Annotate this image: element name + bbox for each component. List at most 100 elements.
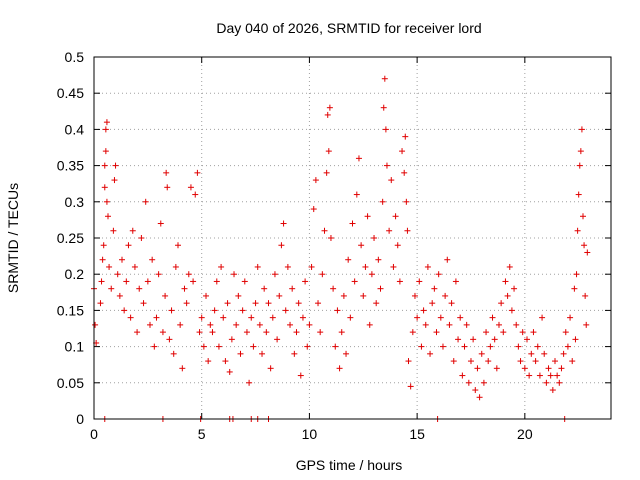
data-point [103, 119, 110, 126]
data-point [562, 329, 569, 336]
data-point [308, 263, 315, 270]
data-point [224, 300, 231, 307]
data-point [280, 220, 287, 227]
data-point [396, 278, 403, 285]
data-point [569, 358, 576, 365]
data-point [429, 300, 436, 307]
data-point [291, 350, 298, 357]
data-point [127, 314, 134, 321]
data-point [259, 350, 266, 357]
data-point [526, 372, 533, 379]
data-point [382, 126, 389, 133]
data-point [576, 162, 583, 169]
data-point [371, 235, 378, 241]
data-point [131, 263, 138, 270]
x-tick-label: 10 [302, 426, 318, 442]
data-point [564, 343, 571, 350]
data-point [235, 292, 242, 299]
data-point [364, 213, 371, 220]
data-point [100, 242, 107, 249]
data-point [138, 235, 145, 241]
data-point [228, 336, 235, 343]
data-point [390, 263, 397, 270]
data-point [574, 227, 581, 234]
data-point [343, 350, 350, 357]
data-point [103, 198, 110, 205]
data-point [485, 358, 492, 365]
data-point [237, 350, 244, 357]
data-point [498, 300, 505, 307]
data-point [98, 278, 105, 285]
data-point [347, 314, 354, 321]
data-point [366, 321, 373, 328]
data-point [162, 292, 169, 299]
data-point [493, 365, 500, 372]
data-point [166, 336, 173, 343]
y-tick-label: 0.1 [65, 339, 85, 355]
data-point [319, 271, 326, 278]
data-point [472, 387, 479, 394]
data-point [582, 292, 589, 299]
data-point [254, 263, 261, 270]
data-point [218, 263, 225, 270]
data-point [177, 321, 184, 328]
data-point [416, 278, 423, 285]
data-point [332, 343, 339, 350]
data-point [452, 278, 459, 285]
data-point [491, 336, 498, 343]
data-point [284, 263, 291, 270]
data-point [92, 321, 99, 328]
plot-frame [93, 56, 612, 420]
axis-ticks: 0 5 10 15 20 0 0.05 0.1 0.15 0.2 0.25 0.3 0.35 0.4 0.4… [57, 49, 611, 442]
data-point [556, 379, 563, 386]
data-point [317, 329, 324, 336]
data-point [442, 292, 449, 299]
data-point [545, 365, 552, 372]
data-point [299, 314, 306, 321]
data-point [147, 321, 154, 328]
data-point [321, 227, 328, 234]
data-point [427, 350, 434, 357]
data-point [543, 379, 550, 386]
data-point [157, 220, 164, 227]
data-point [155, 271, 162, 278]
data-point [541, 350, 548, 357]
x-tick-label: 5 [198, 426, 206, 442]
data-point [572, 336, 579, 343]
data-point [455, 336, 462, 343]
data-point [153, 314, 160, 321]
data-point [243, 329, 250, 336]
data-point [463, 321, 470, 328]
data-point [402, 133, 409, 140]
data-point [121, 307, 128, 314]
data-point [534, 343, 541, 350]
data-point [269, 314, 276, 321]
data-point [261, 285, 268, 292]
data-point [380, 104, 387, 111]
data-point [519, 329, 526, 336]
data-point [577, 148, 584, 155]
data-point [515, 343, 522, 350]
data-point [324, 111, 331, 118]
data-point [424, 263, 431, 270]
data-point [375, 256, 382, 263]
data-point [377, 285, 384, 292]
data-point [560, 350, 567, 357]
data-point [241, 278, 248, 285]
data-point [312, 177, 319, 184]
data-point [207, 321, 214, 328]
data-point [265, 300, 272, 307]
data-point [114, 271, 121, 278]
data-point [407, 383, 414, 390]
data-point [386, 227, 393, 234]
data-point [149, 256, 156, 263]
data-point [521, 365, 528, 372]
data-point [433, 329, 440, 336]
data-point [487, 343, 494, 350]
data-point [504, 292, 511, 299]
data-point [450, 358, 457, 365]
data-point [250, 343, 257, 350]
data-point [205, 358, 212, 365]
data-point [584, 249, 591, 256]
